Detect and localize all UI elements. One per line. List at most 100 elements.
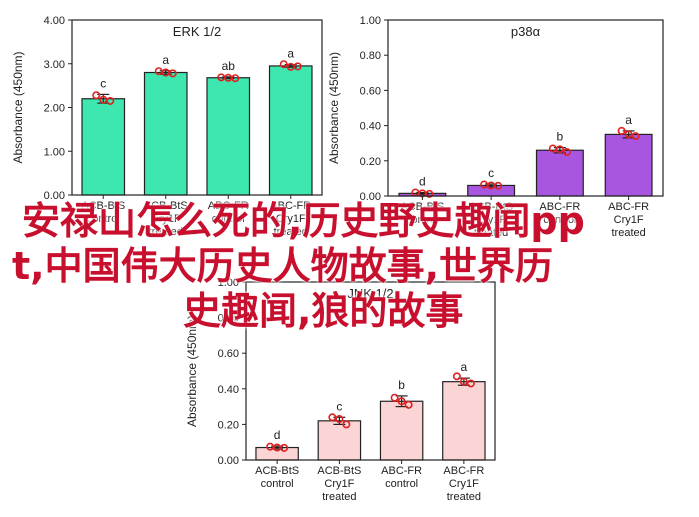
panel1-category-label-line: control	[212, 213, 245, 225]
panel2-category-label-line: ABC-FR	[608, 201, 649, 213]
panel3-bar	[442, 381, 486, 461]
panel3-y-tick-label: 0.20	[218, 419, 239, 431]
panel2-data-point	[624, 130, 633, 139]
panel1-category-label-line: Cry1F	[276, 213, 306, 225]
panel2-y-tick-label: 1.00	[360, 15, 381, 27]
panel3-category-label-line: ACB-BtS	[317, 465, 361, 477]
panel1-category-label-line: treated	[149, 226, 183, 238]
panel3-category-label-line: treated	[322, 491, 356, 503]
panel1-bar	[268, 65, 313, 196]
panel1-y-tick-label: 3.00	[44, 59, 65, 71]
panel3-data-point	[466, 379, 475, 388]
panel3-data-point	[404, 400, 413, 409]
panel3-category-label-line: ACB-BtS	[255, 465, 299, 477]
panel3-category-label-line: control	[385, 478, 418, 490]
panel1-bar	[81, 98, 126, 196]
panel2-significance-letter: c	[488, 166, 494, 180]
panel1-significance-letter: c	[100, 76, 106, 90]
panel3-data-point	[452, 372, 461, 381]
panel2-data-point	[555, 145, 564, 154]
panel1-category-label-line: ABC-FR	[270, 200, 311, 212]
panel1-category-label: ACB-BtS Cry1F treated	[144, 200, 188, 238]
panel3-y-tick-label: 0.60	[218, 348, 239, 360]
panel2-frame	[387, 19, 664, 197]
panel1-category-label-line: Cry1F	[151, 213, 181, 225]
panel1-data-point	[106, 96, 115, 105]
panel1-data-point	[99, 95, 108, 104]
panel3-category-label-line: control	[261, 478, 294, 490]
panel2-y-tick-label: 0.60	[360, 85, 381, 97]
panel3-category-label-line: ABC-FR	[443, 465, 484, 477]
panel2-category-label-line: Cry1F	[614, 214, 644, 226]
panel3-data-point	[390, 393, 399, 402]
panel1-y-tick-label: 4.00	[44, 15, 65, 27]
panel2-significance-letter: b	[557, 130, 564, 144]
panel2-y-tick-label: 0.40	[360, 121, 381, 133]
panel3-category-label: ACB-BtS Cry1F treated	[317, 465, 361, 503]
panel3-category-label-line: Cry1F	[324, 478, 354, 490]
panel2-bar	[604, 133, 653, 197]
panel1-significance-letter: ab	[222, 59, 236, 73]
panel3-y-axis-label: Absorbance (450nm)	[185, 315, 199, 427]
panel2-category-label-line: control	[543, 214, 576, 226]
panel1-category-label: ABC-FR Cry1F treated	[270, 200, 311, 238]
panel1-data-point	[161, 68, 170, 77]
panel2-category-label-line: Cry1F	[476, 214, 506, 226]
panel1-title: ERK 1/2	[173, 24, 221, 39]
panel3-category-label-line: treated	[447, 491, 481, 503]
panel2-category-label: ACB-BtS Cry1F treated	[469, 201, 513, 239]
panel1-bar	[143, 71, 188, 196]
panel1-data-point	[154, 67, 163, 76]
panel1-category-label-line: ACB-BtS	[81, 200, 125, 212]
panel3-data-point	[459, 377, 468, 386]
panel3-category-label: ABC-FR Cry1F treated	[443, 465, 484, 503]
panel1-data-point	[224, 73, 233, 82]
panel3-title: JNK 1/2	[347, 286, 393, 301]
panel3-significance-letter: d	[274, 428, 281, 442]
panel3-category-label-line: Cry1F	[449, 478, 479, 490]
panel1-category-label: ABC-FR control	[208, 200, 249, 225]
panel2-y-tick-label: 0.80	[360, 50, 381, 62]
panel3-significance-letter: b	[398, 378, 405, 392]
panel1-category-label-line: ABC-FR	[208, 200, 249, 212]
panel2-category-label-line: treated	[474, 227, 508, 239]
panel1-data-point	[279, 60, 288, 69]
panel3-category-label-line: ABC-FR	[381, 465, 422, 477]
panel1-bar	[206, 77, 251, 196]
panel2-category-label: ACB-BtS control	[400, 201, 444, 226]
panel1-category-label-line: treated	[274, 226, 308, 238]
panel3-significance-letter: c	[336, 399, 342, 413]
panel3-data-point	[342, 420, 351, 429]
panel3-category-label: ABC-FR control	[381, 465, 422, 490]
panel3-y-tick-label: 0.00	[218, 455, 239, 467]
panel2-category-label: ABC-FR control	[539, 201, 580, 226]
panel3-bar	[379, 400, 424, 461]
panel1-category-label-line: ACB-BtS	[144, 200, 188, 212]
panel3-data-point	[328, 413, 337, 422]
panel3-category-label: ACB-BtS control	[255, 465, 299, 490]
panel2-category-label-line: control	[406, 214, 439, 226]
panel1-significance-letter: a	[287, 47, 294, 61]
panel1-y-tick-label: 0.00	[44, 190, 65, 202]
panel2-bar	[535, 149, 584, 197]
panel2-title: p38α	[511, 24, 541, 39]
panel2-data-point	[562, 148, 571, 157]
panel1-data-point	[286, 62, 295, 71]
panel2-category-label-line: treated	[612, 227, 646, 239]
panel1-category-label: ACB-BtS control	[81, 200, 125, 225]
panel1-y-tick-label: 2.00	[44, 103, 65, 115]
panel3-data-point	[273, 443, 282, 452]
panel1-y-tick-label: 1.00	[44, 146, 65, 158]
panel3-bar	[317, 420, 362, 461]
panel2-data-point	[617, 126, 626, 135]
panel1-data-point	[92, 91, 101, 100]
panel2-y-axis-label: Absorbance (450nm)	[327, 52, 341, 164]
panel2-significance-letter: d	[419, 174, 426, 188]
panel2-significance-letter: a	[625, 113, 632, 127]
panel3-data-point	[335, 415, 344, 424]
panel3-y-tick-label: 0.80	[218, 313, 239, 325]
panel1-significance-letter: a	[162, 53, 169, 67]
panel2-category-label-line: ABC-FR	[539, 201, 580, 213]
panel3-y-tick-label: 0.40	[218, 384, 239, 396]
